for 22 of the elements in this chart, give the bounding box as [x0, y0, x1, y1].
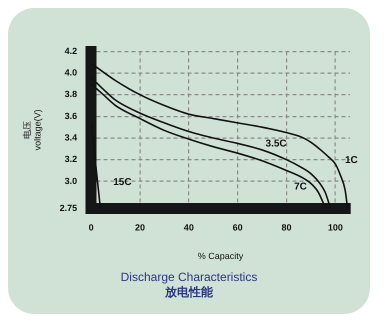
- x-tick-label: 60: [232, 222, 243, 232]
- y-tick-label: 4.2: [64, 46, 78, 56]
- text: Discharge Characteristics: [120, 270, 258, 285]
- x-tick-label: 20: [134, 222, 145, 232]
- y-tick-label: 3.8: [64, 89, 78, 100]
- y-tick-label: 4.0: [64, 68, 78, 78]
- y-tick-label: 3.6: [64, 110, 78, 121]
- y-tick-label: 3.2: [64, 154, 78, 164]
- y-axis-title: 电压 voltage(V): [22, 109, 43, 150]
- series-label: 1C: [344, 154, 358, 166]
- y-tick-label: 3.4: [64, 132, 78, 143]
- series-label: 3.5C: [266, 138, 287, 150]
- x-tick-label: 0: [88, 222, 94, 232]
- series-label: 15C: [113, 177, 132, 188]
- y-tick-label: 3.0: [64, 176, 78, 186]
- y-tick-label: 2.75: [60, 202, 78, 213]
- x-tick-label: 80: [281, 222, 292, 232]
- x-tick-label: 40: [184, 222, 194, 232]
- text: 放电性能: [164, 285, 214, 300]
- x-tick-label: 100: [328, 222, 343, 232]
- x-axis-title: % Capacity: [198, 251, 244, 262]
- series-label: 7C: [294, 181, 307, 192]
